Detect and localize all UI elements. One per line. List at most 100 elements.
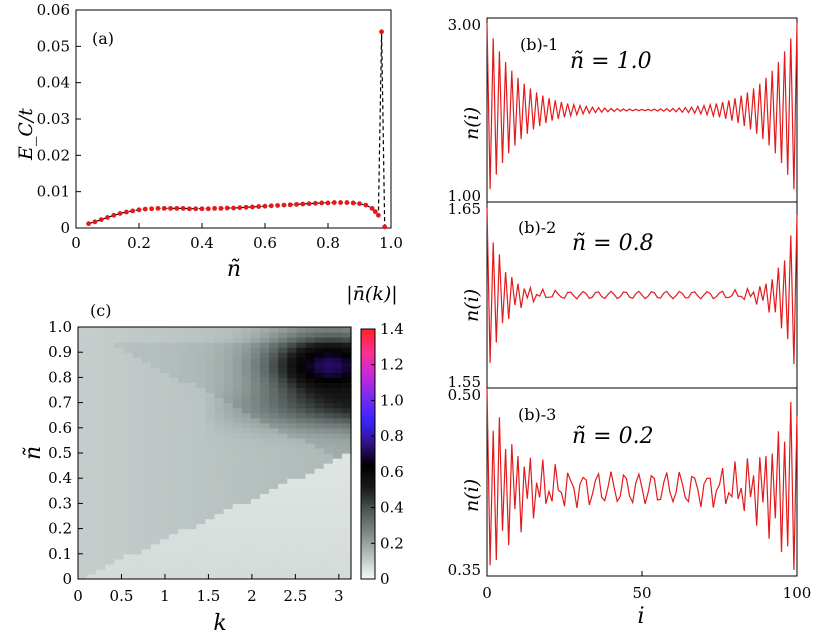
heatmap-cell — [287, 468, 297, 474]
heatmap-cell — [287, 447, 297, 454]
heatmap-cell — [232, 327, 243, 333]
heatmap-cell — [105, 332, 115, 338]
heatmap-cell — [232, 523, 243, 530]
panel-a-y-tick-label: 0.02 — [37, 146, 70, 164]
heatmap-cell — [187, 453, 197, 459]
heatmap-cell — [159, 447, 170, 454]
heatmap-cell — [223, 483, 234, 489]
heatmap-cell — [141, 332, 152, 338]
heatmap-cell — [296, 327, 307, 333]
heatmap-cell — [278, 367, 288, 373]
heatmap-cell — [105, 372, 115, 378]
heatmap-cell — [205, 422, 216, 429]
heatmap-cell — [323, 387, 334, 394]
heatmap-cell — [187, 498, 197, 504]
heatmap-cell — [241, 538, 252, 545]
heatmap-cell — [205, 377, 216, 384]
heatmap-cell — [187, 367, 197, 373]
heatmap-cell — [341, 412, 352, 419]
heatmap-cell — [178, 563, 188, 570]
heatmap-cell — [205, 478, 216, 484]
heatmap-cell — [169, 327, 179, 333]
panel-b-y-tick-label: 1.00 — [448, 187, 481, 205]
heatmap-cell — [260, 362, 270, 368]
heatmap-cell — [214, 447, 225, 454]
heatmap-cell — [114, 478, 125, 484]
heatmap-cell — [250, 533, 261, 540]
heatmap-cell — [187, 342, 197, 348]
heatmap-cell — [223, 543, 234, 550]
heatmap-cell — [241, 422, 252, 429]
heatmap-cell — [314, 508, 325, 515]
heatmap-cell — [223, 352, 234, 358]
heatmap-cell — [114, 342, 125, 348]
heatmap-cell — [96, 493, 106, 499]
heatmap-cell — [187, 427, 197, 434]
heatmap-cell — [196, 538, 206, 545]
heatmap-cell — [296, 498, 307, 504]
heatmap-cell — [287, 332, 297, 338]
heatmap-cell — [87, 402, 97, 409]
heatmap-cell — [214, 518, 225, 525]
heatmap-cell — [232, 573, 243, 580]
panel-b2-density: 1.551.65 (b)-2 ñ = 0.8 n(i) — [448, 200, 798, 391]
heatmap-cell — [114, 397, 125, 404]
panel-b3-line — [486, 387, 798, 571]
heatmap-cell — [141, 337, 152, 343]
heatmap-cell — [250, 352, 261, 358]
heatmap-cell — [223, 382, 234, 389]
heatmap-cell — [205, 573, 216, 580]
heatmap-cell — [287, 493, 297, 499]
heatmap-cell — [78, 538, 88, 545]
heatmap-cell — [278, 347, 288, 353]
heatmap-cell — [287, 543, 297, 550]
heatmap-cell — [169, 347, 179, 353]
heatmap-cell — [178, 458, 188, 464]
heatmap-cell — [187, 543, 197, 550]
heatmap-cell — [123, 553, 134, 560]
heatmap-cell — [159, 563, 170, 570]
heatmap-cell — [123, 337, 134, 343]
heatmap-cell — [205, 327, 216, 333]
heatmap-cell — [314, 387, 325, 394]
heatmap-cell — [187, 442, 197, 449]
heatmap-cell — [269, 427, 279, 434]
heatmap-cell — [241, 327, 252, 333]
heatmap-cell — [114, 548, 125, 555]
heatmap-cell — [278, 432, 288, 439]
heatmap-cell — [305, 332, 316, 338]
heatmap-cell — [296, 493, 307, 499]
panel-b2-annotation: ñ = 0.8 — [572, 231, 654, 256]
panel-a-point — [331, 200, 337, 205]
heatmap-cell — [159, 427, 170, 434]
heatmap-cell — [332, 553, 343, 560]
heatmap-cell — [141, 493, 152, 499]
heatmap-cell — [287, 503, 297, 510]
heatmap-cell — [132, 377, 143, 384]
heatmap-cell — [214, 362, 225, 368]
heatmap-cell — [305, 558, 316, 565]
heatmap-cell — [305, 402, 316, 409]
heatmap-cell — [296, 352, 307, 358]
heatmap-cell — [205, 503, 216, 510]
heatmap-cell — [241, 463, 252, 469]
heatmap-cell — [96, 387, 106, 394]
heatmap-cell — [223, 437, 234, 444]
panel-a-point — [379, 29, 384, 35]
heatmap-cell — [169, 407, 179, 414]
heatmap-cell — [205, 357, 216, 363]
heatmap-cell — [141, 478, 152, 484]
heatmap-cell — [332, 442, 343, 449]
heatmap-cell — [314, 458, 325, 464]
heatmap-cell — [141, 498, 152, 504]
heatmap-cell — [141, 402, 152, 409]
panel-a-point — [98, 217, 104, 223]
heatmap-cell — [223, 523, 234, 530]
heatmap-cell — [123, 437, 134, 444]
heatmap-cell — [132, 533, 143, 540]
heatmap-cell — [241, 533, 252, 540]
heatmap-cell — [269, 357, 279, 363]
panel-a-x-tick-label: 0.4 — [190, 234, 214, 252]
heatmap-cell — [232, 387, 243, 394]
heatmap-cell — [223, 458, 234, 464]
